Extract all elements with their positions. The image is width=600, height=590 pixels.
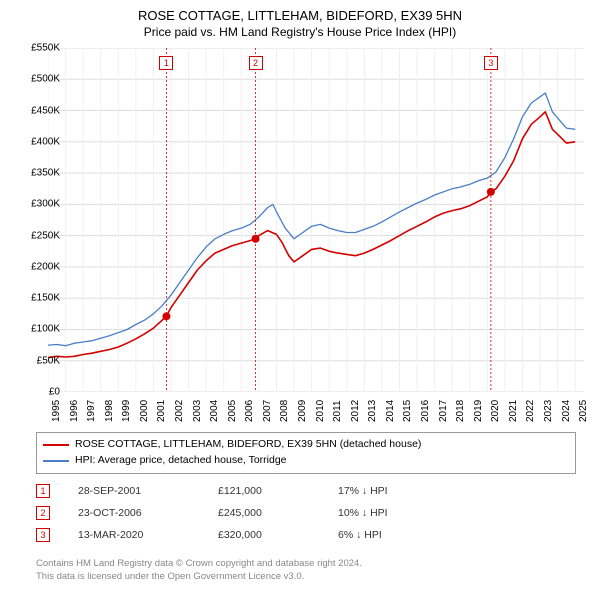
y-tick-label: £50K <box>37 355 60 366</box>
annotation-pct: 6% ↓ HPI <box>338 529 478 541</box>
legend-label: ROSE COTTAGE, LITTLEHAM, BIDEFORD, EX39 … <box>75 437 421 453</box>
annotation-row: 3 13-MAR-2020£320,0006% ↓ HPI <box>36 524 478 546</box>
chart-title: ROSE COTTAGE, LITTLEHAM, BIDEFORD, EX39 … <box>0 0 600 23</box>
x-tick-label: 2008 <box>279 400 290 422</box>
x-tick-label: 2004 <box>209 400 220 422</box>
annotation-date: 28-SEP-2001 <box>78 485 218 497</box>
x-tick-label: 2002 <box>174 400 185 422</box>
x-tick-label: 2017 <box>438 400 449 422</box>
x-tick-label: 2010 <box>315 400 326 422</box>
x-tick-label: 2013 <box>367 400 378 422</box>
x-tick-label: 2023 <box>543 400 554 422</box>
legend-swatch <box>43 460 69 462</box>
x-tick-label: 2019 <box>473 400 484 422</box>
legend-swatch <box>43 444 69 446</box>
x-tick-label: 2001 <box>156 400 167 422</box>
x-tick-label: 2014 <box>385 400 396 422</box>
x-tick-label: 2018 <box>455 400 466 422</box>
sale-marker-badge: 2 <box>249 56 263 70</box>
legend-item: HPI: Average price, detached house, Torr… <box>43 453 569 469</box>
x-tick-label: 2021 <box>508 400 519 422</box>
x-tick-label: 2005 <box>227 400 238 422</box>
x-tick-label: 2009 <box>297 400 308 422</box>
sale-annotations-table: 1 28-SEP-2001£121,00017% ↓ HPI 2 23-OCT-200… <box>36 480 478 546</box>
y-tick-label: £350K <box>31 168 60 179</box>
footer-line-2: This data is licensed under the Open Gov… <box>36 571 362 584</box>
y-tick-label: £100K <box>31 324 60 335</box>
y-tick-label: £150K <box>31 293 60 304</box>
chart-subtitle: Price paid vs. HM Land Registry's House … <box>0 23 600 39</box>
chart-plot-area: 1 2 3 <box>48 48 584 392</box>
x-tick-label: 2006 <box>244 400 255 422</box>
annotation-marker: 2 <box>36 506 50 520</box>
annotation-marker: 1 <box>36 484 50 498</box>
x-tick-label: 1999 <box>121 400 132 422</box>
x-tick-label: 2012 <box>350 400 361 422</box>
annotation-date: 23-OCT-2006 <box>78 507 218 519</box>
x-tick-label: 2025 <box>578 400 589 422</box>
annotation-row: 1 28-SEP-2001£121,00017% ↓ HPI <box>36 480 478 502</box>
x-tick-label: 1995 <box>51 400 62 422</box>
annotation-row: 2 23-OCT-2006£245,00010% ↓ HPI <box>36 502 478 524</box>
x-tick-label: 2020 <box>490 400 501 422</box>
annotation-price: £121,000 <box>218 485 338 497</box>
x-tick-label: 2000 <box>139 400 150 422</box>
y-tick-label: £200K <box>31 261 60 272</box>
x-tick-label: 1997 <box>86 400 97 422</box>
x-tick-label: 2022 <box>525 400 536 422</box>
x-tick-label: 2007 <box>262 400 273 422</box>
footer-line-1: Contains HM Land Registry data © Crown c… <box>36 558 362 571</box>
legend-item: ROSE COTTAGE, LITTLEHAM, BIDEFORD, EX39 … <box>43 437 569 453</box>
sale-marker-badge: 1 <box>159 56 173 70</box>
y-tick-label: £550K <box>31 43 60 54</box>
x-tick-label: 2024 <box>561 400 572 422</box>
x-tick-label: 1998 <box>104 400 115 422</box>
chart-svg <box>48 48 584 392</box>
chart-container: ROSE COTTAGE, LITTLEHAM, BIDEFORD, EX39 … <box>0 0 600 590</box>
x-tick-label: 2003 <box>192 400 203 422</box>
sale-marker-badge: 3 <box>484 56 498 70</box>
legend-label: HPI: Average price, detached house, Torr… <box>75 453 287 469</box>
y-tick-label: £400K <box>31 136 60 147</box>
y-tick-label: £300K <box>31 199 60 210</box>
annotation-pct: 17% ↓ HPI <box>338 485 478 497</box>
x-tick-label: 2016 <box>420 400 431 422</box>
y-tick-label: £0 <box>49 387 60 398</box>
annotation-date: 13-MAR-2020 <box>78 529 218 541</box>
x-tick-label: 2015 <box>402 400 413 422</box>
y-tick-label: £500K <box>31 74 60 85</box>
annotation-price: £320,000 <box>218 529 338 541</box>
annotation-marker: 3 <box>36 528 50 542</box>
annotation-price: £245,000 <box>218 507 338 519</box>
x-tick-label: 1996 <box>69 400 80 422</box>
y-tick-label: £250K <box>31 230 60 241</box>
x-tick-label: 2011 <box>332 400 343 422</box>
annotation-pct: 10% ↓ HPI <box>338 507 478 519</box>
legend: ROSE COTTAGE, LITTLEHAM, BIDEFORD, EX39 … <box>36 432 576 474</box>
y-tick-label: £450K <box>31 105 60 116</box>
footer-attribution: Contains HM Land Registry data © Crown c… <box>36 558 362 584</box>
